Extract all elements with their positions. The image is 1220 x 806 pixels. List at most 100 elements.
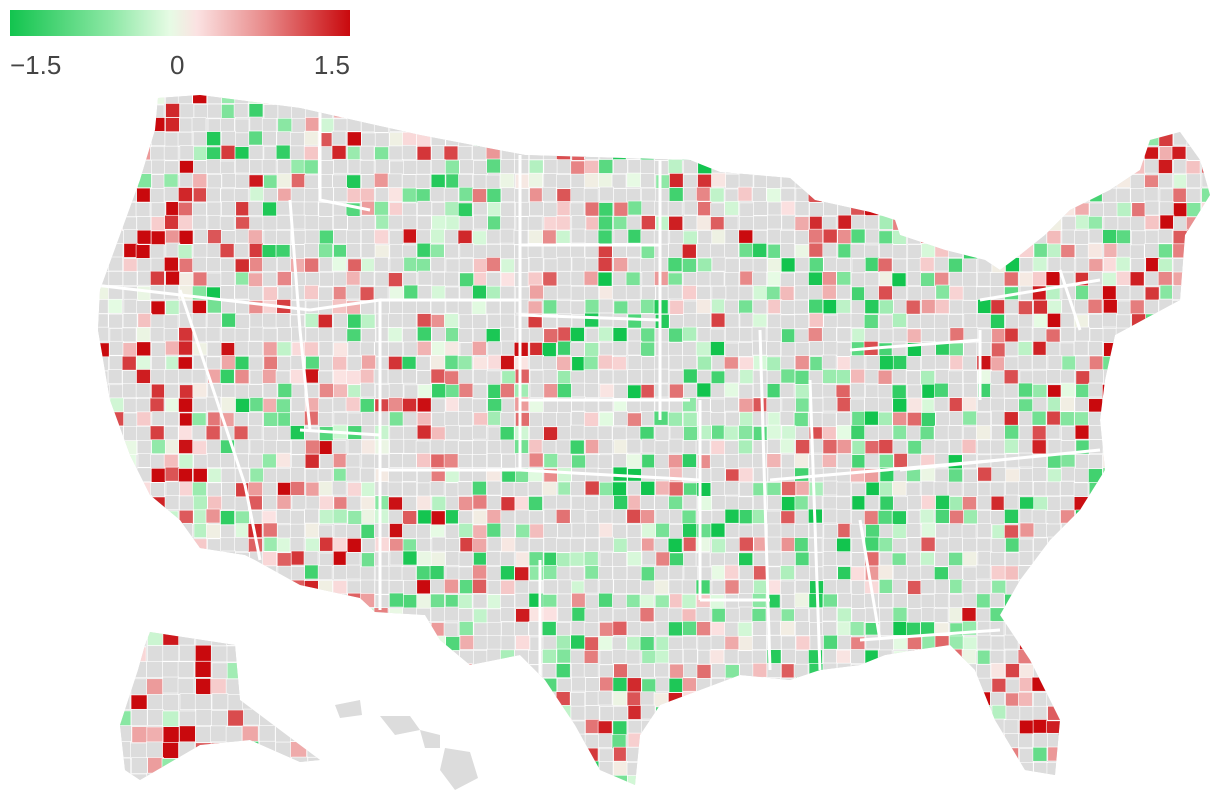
- county-cell: [794, 453, 809, 469]
- county-cell: [178, 258, 194, 273]
- county-cell: [290, 705, 306, 721]
- county-cell: [682, 271, 698, 287]
- county-cell: [681, 509, 697, 525]
- county-cell: [710, 118, 725, 133]
- county-cell: [235, 552, 250, 567]
- county-cell: [921, 146, 937, 162]
- county-cell: [473, 160, 488, 175]
- county-cell: [1088, 537, 1104, 553]
- county-cell: [710, 481, 726, 496]
- county-cell: [165, 355, 181, 371]
- county-cell: [137, 579, 152, 595]
- county-cell: [1059, 760, 1075, 776]
- county-cell: [752, 230, 768, 245]
- county-cell: [1032, 104, 1048, 120]
- county-cell: [123, 258, 138, 274]
- county-cell: [948, 734, 964, 749]
- county-cell: [822, 496, 838, 511]
- county-cell: [934, 215, 949, 231]
- county-cell: [472, 593, 488, 609]
- county-cell: [347, 482, 362, 497]
- county-cell: [1186, 173, 1201, 189]
- county-cell: [402, 202, 417, 218]
- county-cell: [739, 747, 755, 763]
- county-cell: [1143, 734, 1159, 749]
- county-cell: [682, 523, 697, 539]
- county-cell: [472, 440, 487, 455]
- county-cell: [277, 383, 293, 398]
- county-cell: [1131, 551, 1147, 567]
- county-cell: [1032, 384, 1048, 399]
- county-cell: [1047, 705, 1062, 721]
- county-cell: [808, 454, 824, 469]
- county-cell: [123, 622, 138, 637]
- county-cell: [361, 354, 376, 370]
- county-cell: [373, 118, 389, 133]
- county-cell: [1089, 775, 1105, 785]
- county-cell: [331, 608, 347, 623]
- county-cell: [1117, 216, 1133, 232]
- county-cell: [613, 663, 629, 679]
- county-cell: [108, 593, 123, 609]
- county-cell: [375, 214, 391, 230]
- county-cell: [1171, 327, 1187, 342]
- county-cell: [793, 663, 809, 679]
- county-cell: [242, 678, 260, 696]
- county-cell: [346, 538, 362, 553]
- county-cell: [557, 718, 572, 734]
- county-cell: [500, 383, 515, 398]
- county-cell: [487, 775, 502, 785]
- county-cell: [122, 440, 138, 455]
- county-cell: [892, 524, 908, 539]
- county-cell: [711, 495, 726, 510]
- county-cell: [220, 524, 235, 540]
- county-cell: [164, 439, 180, 455]
- county-cell: [570, 634, 585, 650]
- county-cell: [1200, 454, 1210, 469]
- county-cell: [1003, 383, 1019, 399]
- county-cell: [1088, 355, 1104, 371]
- county-cell: [571, 522, 587, 538]
- county-cell: [1145, 760, 1160, 776]
- county-cell: [487, 202, 502, 217]
- county-cell: [583, 650, 599, 665]
- county-cell: [779, 160, 795, 175]
- county-cell: [934, 271, 950, 287]
- county-cell: [221, 201, 236, 216]
- county-cell: [98, 762, 110, 777]
- county-cell: [865, 145, 881, 161]
- county-cell: [836, 95, 851, 105]
- county-cell: [654, 454, 669, 469]
- county-cell: [193, 776, 208, 785]
- county-cell: [1060, 607, 1075, 623]
- county-cell: [234, 118, 250, 134]
- county-cell: [682, 285, 697, 300]
- county-cell: [1201, 733, 1210, 749]
- county-cell: [108, 132, 123, 148]
- county-cell: [121, 551, 137, 566]
- county-cell: [878, 691, 894, 707]
- county-cell: [878, 159, 894, 175]
- county-cell: [473, 747, 489, 762]
- county-cell: [1046, 369, 1061, 384]
- county-cell: [501, 719, 516, 734]
- county-cell: [444, 411, 460, 426]
- county-cell: [528, 327, 544, 343]
- county-cell: [864, 649, 880, 665]
- county-cell: [1087, 243, 1103, 259]
- county-cell: [388, 341, 403, 357]
- county-cell: [724, 523, 740, 538]
- county-cell: [192, 538, 208, 554]
- county-cell: [1144, 299, 1159, 315]
- county-cell: [1185, 146, 1201, 161]
- county-cell: [975, 132, 991, 148]
- county-cell: [1032, 132, 1047, 147]
- county-cell: [262, 130, 277, 146]
- county-cell: [514, 775, 530, 785]
- county-cell: [905, 621, 921, 637]
- county-cell: [1004, 607, 1020, 623]
- county-cell: [472, 705, 487, 721]
- county-cell: [654, 355, 669, 371]
- county-cell: [109, 495, 125, 510]
- county-cell: [794, 495, 810, 511]
